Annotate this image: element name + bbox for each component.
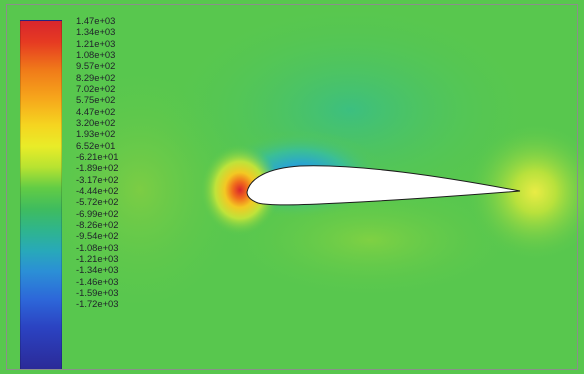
lower-surface-pressure-zone <box>220 180 520 300</box>
stagnation-point-zone <box>200 144 280 236</box>
legend-label: 3.20e+02 <box>76 116 116 128</box>
color-scale-labels: 1.47e+03 1.34e+03 1.21e+03 1.08e+03 9.57e+02… <box>76 15 119 310</box>
legend-label: -1.34e+03 <box>76 264 119 276</box>
legend-label: 9.57e+02 <box>76 60 116 72</box>
legend-label: 1.34e+03 <box>76 26 116 38</box>
legend-label: -6.99e+02 <box>76 207 119 219</box>
legend-label: 4.47e+02 <box>76 105 116 117</box>
legend-label: -1.21e+03 <box>76 252 119 264</box>
legend-label: -4.44e+02 <box>76 184 119 196</box>
legend-label: -8.26e+02 <box>76 218 119 230</box>
legend-label: 7.02e+02 <box>76 82 116 94</box>
legend-label: 6.52e+01 <box>76 139 116 151</box>
legend-label: 1.08e+03 <box>76 48 116 60</box>
legend-label: -9.54e+02 <box>76 230 119 242</box>
airfoil-shape <box>246 165 521 206</box>
legend-label: -1.89e+02 <box>76 162 119 174</box>
trailing-edge-pressure-zone <box>465 122 584 262</box>
legend-label: 8.29e+02 <box>76 71 116 83</box>
legend-label: 1.93e+02 <box>76 128 116 140</box>
color-scale-bar <box>20 20 62 370</box>
legend-label: -1.08e+03 <box>76 241 119 253</box>
legend-label: -6.21e+01 <box>76 150 119 162</box>
legend-label: -3.17e+02 <box>76 173 119 185</box>
legend-label: 5.75e+02 <box>76 94 116 106</box>
legend-label: -5.72e+02 <box>76 196 119 208</box>
legend-label: -1.59e+03 <box>76 286 119 298</box>
legend-label: 1.21e+03 <box>76 37 116 49</box>
legend-label: 1.47e+03 <box>76 15 116 26</box>
legend-label: -1.46e+03 <box>76 275 119 287</box>
legend-label: -1.72e+03 <box>76 298 119 310</box>
